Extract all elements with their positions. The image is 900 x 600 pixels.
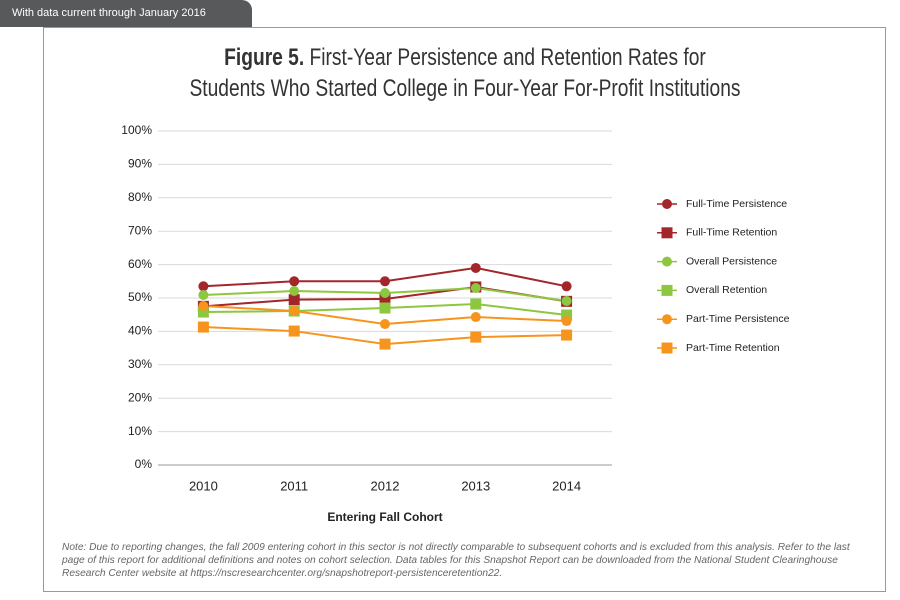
x-tick-label: 2010: [189, 478, 218, 493]
data-point: [470, 298, 482, 310]
data-point: [198, 281, 209, 292]
data-point: [197, 321, 209, 333]
note: Note: Due to reporting changes, the fall…: [62, 542, 850, 579]
title-text: First-Year Persistence and Retention Rat…: [189, 44, 741, 102]
header-tab: With data current through January 2016: [0, 0, 252, 27]
x-tick-label: 2011: [280, 478, 308, 493]
frame: [43, 27, 886, 592]
data-point: [379, 338, 391, 350]
data-point: [198, 289, 209, 300]
y-tick-label: 20%: [128, 390, 152, 404]
legend-label: Overall Retention: [686, 284, 767, 296]
data-point: [470, 312, 481, 323]
y-tick-label: 10%: [128, 424, 152, 438]
y-tick-label: 70%: [128, 223, 152, 237]
data-point: [289, 276, 300, 287]
legend-marker: [662, 256, 672, 267]
legend-marker: [661, 342, 673, 354]
legend-label: Full-Time Persistence: [686, 198, 787, 210]
x-tick-label: 2012: [371, 478, 400, 493]
y-tick-label: 0%: [135, 457, 153, 471]
legend-label: Overall Persistence: [686, 255, 777, 267]
x-tick-label: 2013: [461, 478, 490, 493]
y-tick-label: 50%: [128, 290, 152, 304]
data-point: [380, 276, 390, 287]
y-tick-label: 90%: [128, 157, 152, 171]
data-point: [561, 329, 573, 341]
data-point: [561, 316, 572, 327]
data-point: [288, 325, 300, 337]
data-point: [379, 293, 391, 305]
x-tick-label: 2014: [552, 478, 581, 493]
data-point: [197, 306, 209, 318]
data-point: [288, 294, 300, 306]
y-tick-label: 100%: [121, 123, 152, 137]
chart-title: Figure 5. First-Year Persistence and Ret…: [185, 42, 745, 104]
legend-marker: [661, 284, 673, 296]
y-tick-label: 30%: [128, 357, 152, 371]
data-point: [470, 262, 481, 273]
y-tick-label: 40%: [128, 324, 152, 338]
title-label: Figure 5.: [224, 44, 305, 71]
y-tick-label: 60%: [128, 257, 152, 271]
legend-label: Part-Time Persistence: [686, 313, 790, 325]
data-point: [380, 319, 390, 330]
legend-marker: [661, 227, 673, 239]
legend-marker: [662, 314, 672, 325]
legend-label: Full-Time Retention: [686, 227, 777, 239]
data-point: [470, 331, 482, 343]
data-point: [470, 282, 481, 293]
data-point: [198, 301, 209, 312]
data-point: [380, 287, 390, 298]
data-point: [289, 285, 300, 296]
data-point: [379, 302, 391, 314]
data-point: [561, 281, 572, 292]
data-point: [289, 306, 300, 317]
data-point: [561, 296, 572, 307]
legend-marker: [662, 199, 672, 209]
y-tick-label: 80%: [128, 190, 152, 204]
data-point: [561, 309, 573, 321]
legend-label: Part-Time Retention: [686, 342, 780, 354]
x-axis-label: Entering Fall Cohort: [327, 510, 442, 524]
